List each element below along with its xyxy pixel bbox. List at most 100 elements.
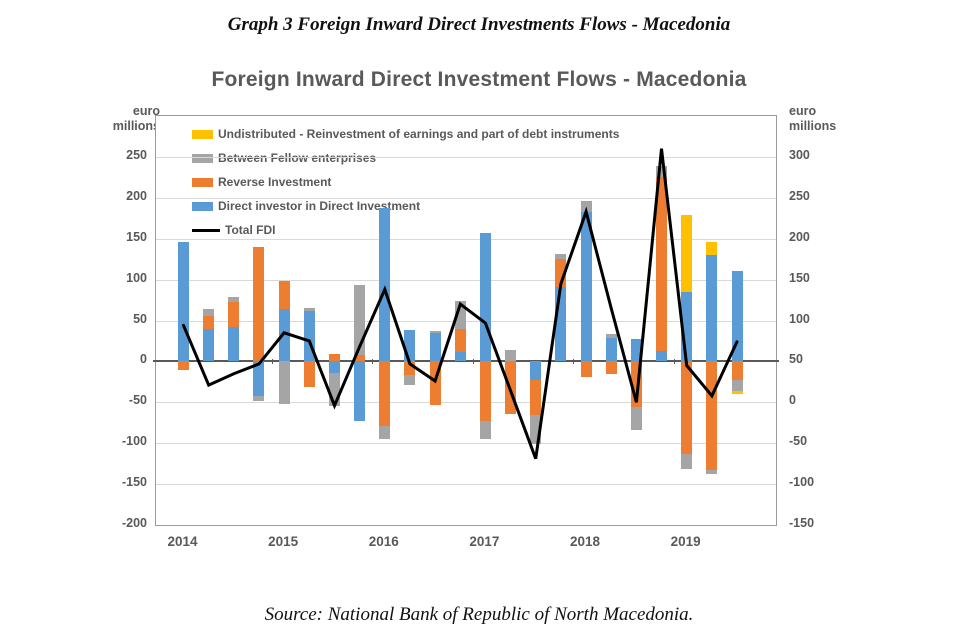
gridline xyxy=(156,484,776,486)
bar-segment-2017Q2 xyxy=(505,349,517,362)
left-axis-tick-label: 100 xyxy=(126,270,147,285)
bar-segment-2018Q1 xyxy=(580,211,592,362)
bar-segment-2014Q2 xyxy=(203,329,215,362)
gridline xyxy=(156,238,776,240)
total-fdi-line xyxy=(182,148,739,460)
bar-segment-2019Q1 xyxy=(681,361,693,454)
legend-item: Reverse Investment xyxy=(192,170,619,194)
bar-segment-2015Q4 xyxy=(354,285,366,355)
bar-segment-2018Q1 xyxy=(580,361,592,377)
bar-segment-2014Q1 xyxy=(178,361,189,371)
bar-segment-2017Q3 xyxy=(530,380,542,415)
right-axis-tick-label: 150 xyxy=(789,270,810,285)
bar-segment-2015Q2 xyxy=(303,310,315,362)
bar-segment-2015Q1 xyxy=(278,361,290,404)
right-axis-tick-label: -100 xyxy=(789,475,815,490)
bar-segment-2017Q1 xyxy=(479,361,491,422)
bar-segment-2014Q3 xyxy=(228,301,240,328)
x-axis-year-label: 2017 xyxy=(469,534,500,549)
bar-segment-2015Q2 xyxy=(303,308,315,311)
bar-segment-2016Q2 xyxy=(404,361,416,376)
bar-segment-2018Q2 xyxy=(605,338,617,362)
legend-label: Between Fellow enterprises xyxy=(218,151,377,165)
bar-segment-2015Q3 xyxy=(328,372,340,407)
legend-label: Reverse Investment xyxy=(218,175,332,189)
bar-segment-2014Q3 xyxy=(228,296,240,302)
category-axis-tick xyxy=(372,359,374,365)
x-axis-year-label: 2019 xyxy=(670,534,701,549)
legend-label: Undistributed - Reinvestment of earnings… xyxy=(218,127,620,141)
bar-segment-2016Q4 xyxy=(454,328,466,353)
plot-area: Undistributed - Reinvestment of earnings… xyxy=(153,115,779,526)
bar-segment-2018Q3 xyxy=(630,407,642,431)
left-axis-tick-label: -150 xyxy=(121,475,147,490)
bar-segment-2019Q3 xyxy=(731,361,743,381)
bar-segment-2016Q1 xyxy=(379,207,391,362)
legend-item: Between Fellow enterprises xyxy=(192,146,619,170)
bar-segment-2016Q3 xyxy=(429,331,441,333)
bar-segment-2018Q4 xyxy=(656,165,668,177)
left-axis-tick-label: 150 xyxy=(126,229,147,244)
bar-segment-2017Q1 xyxy=(479,421,491,440)
bar-segment-2017Q4 xyxy=(555,259,567,287)
gridline xyxy=(156,320,776,322)
page-title: Graph 3 Foreign Inward Direct Investment… xyxy=(227,14,731,35)
chart-legend: Undistributed - Reinvestment of earnings… xyxy=(192,122,619,242)
legend-label: Total FDI xyxy=(225,223,276,237)
legend-item: Undistributed - Reinvestment of earnings… xyxy=(192,122,619,146)
bar-segment-2016Q1 xyxy=(379,426,391,440)
right-axis-unit-label: euro millions xyxy=(789,104,837,133)
bar-segment-2014Q4 xyxy=(253,246,265,362)
bar-segment-2014Q3 xyxy=(228,327,240,362)
legend-color-swatch xyxy=(192,153,213,163)
legend-color-swatch xyxy=(192,129,213,139)
x-axis-year-label: 2015 xyxy=(268,534,299,549)
gridline xyxy=(156,402,776,404)
bar-segment-2015Q3 xyxy=(328,354,340,362)
bar-segment-2015Q1 xyxy=(278,281,290,310)
bar-segment-2017Q3 xyxy=(530,414,542,444)
bar-segment-2017Q4 xyxy=(555,286,567,362)
bar-segment-2016Q4 xyxy=(454,352,466,362)
left-axis-tick-label: 250 xyxy=(126,147,147,162)
right-axis-tick-label: -150 xyxy=(789,516,815,530)
bar-segment-2018Q1 xyxy=(580,201,592,212)
right-axis-tick-label: 200 xyxy=(789,229,810,244)
chart-title: Foreign Inward Direct Investment Flows -… xyxy=(211,68,747,91)
gridline xyxy=(156,156,776,158)
bar-segment-2015Q2 xyxy=(303,361,315,387)
bar-segment-2014Q2 xyxy=(203,315,215,330)
left-axis-tick-label: -100 xyxy=(121,434,147,449)
bar-segment-2018Q4 xyxy=(656,350,668,362)
bar-segment-2019Q3 xyxy=(731,390,743,395)
bar-segment-2014Q1 xyxy=(178,241,189,362)
bar-segment-2018Q2 xyxy=(605,361,617,374)
bar-segment-2015Q4 xyxy=(354,361,366,422)
category-axis-tick xyxy=(271,359,273,365)
gridline xyxy=(156,443,776,445)
bar-segment-2016Q3 xyxy=(429,361,441,405)
bar-segment-2018Q2 xyxy=(605,334,617,339)
right-axis-tick-label: 50 xyxy=(789,352,803,367)
bar-segment-2014Q4 xyxy=(253,395,265,401)
bar-segment-2019Q1 xyxy=(681,453,693,469)
source-note: Source: National Bank of Republic of Nor… xyxy=(264,604,694,625)
category-axis-tick xyxy=(573,359,575,365)
bar-segment-2015Q1 xyxy=(278,309,290,362)
bar-segment-2016Q2 xyxy=(404,330,416,362)
left-axis-tick-label: 200 xyxy=(126,188,147,203)
bar-segment-2019Q1 xyxy=(681,291,693,362)
bar-segment-2015Q3 xyxy=(328,361,340,373)
gridline xyxy=(156,197,776,199)
right-axis-tick-label: 250 xyxy=(789,188,810,203)
bar-segment-2017Q1 xyxy=(479,232,491,362)
legend-label: Direct investor in Direct Investment xyxy=(218,199,421,213)
bar-segment-2016Q3 xyxy=(429,332,441,362)
right-axis-tick-label: -50 xyxy=(789,434,808,449)
bar-segment-2017Q3 xyxy=(530,361,542,381)
bar-segment-2018Q3 xyxy=(630,361,642,408)
category-axis-tick xyxy=(472,359,474,365)
bar-segment-2014Q4 xyxy=(253,361,265,396)
bar-segment-2019Q2 xyxy=(706,470,718,475)
bar-segment-2019Q2 xyxy=(706,241,718,256)
